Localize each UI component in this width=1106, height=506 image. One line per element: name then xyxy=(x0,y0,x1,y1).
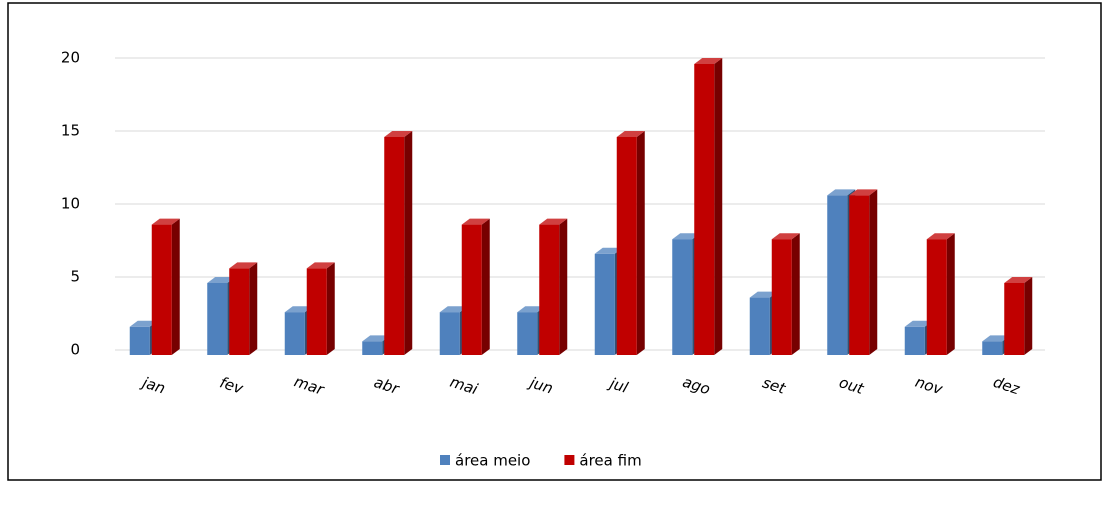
x-tick-label: abr xyxy=(372,373,402,398)
x-tick-label: fev xyxy=(218,373,247,398)
bar-top xyxy=(229,262,258,269)
bar-side xyxy=(1024,277,1033,355)
x-tick-label: nov xyxy=(913,373,946,399)
bar-side xyxy=(559,218,568,355)
y-tick-label: 0 xyxy=(70,341,80,359)
bar-front xyxy=(517,312,538,355)
bar-front xyxy=(849,195,870,355)
bar-front xyxy=(594,253,615,355)
bar xyxy=(461,218,490,355)
bar-side xyxy=(714,58,723,355)
bar-side xyxy=(326,262,335,355)
bar-top xyxy=(594,247,623,254)
bar-top xyxy=(771,233,800,240)
y-tick-label: 10 xyxy=(61,195,80,213)
bar xyxy=(771,233,800,355)
bar-front xyxy=(306,268,327,355)
bar-side xyxy=(636,131,645,355)
x-tick-label: set xyxy=(760,373,788,398)
bar-front xyxy=(129,326,150,355)
bar xyxy=(1004,277,1033,355)
bar-top xyxy=(694,58,723,64)
bar-side xyxy=(869,189,878,355)
bar-front xyxy=(827,195,848,355)
bar-top xyxy=(539,218,568,225)
bar-front xyxy=(749,297,770,355)
bar-side xyxy=(404,131,413,355)
bar-top xyxy=(284,306,313,313)
bar xyxy=(151,218,180,355)
bar-front xyxy=(926,239,947,355)
bar-top xyxy=(517,306,546,313)
bar-front xyxy=(284,312,305,355)
bar-front xyxy=(207,283,228,355)
bar-front xyxy=(362,341,383,355)
bar xyxy=(229,262,258,355)
bar xyxy=(849,189,878,355)
bar-top xyxy=(151,218,180,225)
bar-side xyxy=(249,262,258,355)
bar xyxy=(384,131,413,355)
bar-front xyxy=(1004,283,1025,355)
bar-top xyxy=(207,277,236,283)
bar-top xyxy=(362,335,391,342)
bar-top xyxy=(849,189,878,196)
bar-top xyxy=(129,320,158,327)
x-tick-label: mai xyxy=(448,373,481,399)
bar-front xyxy=(616,137,637,355)
bar-top xyxy=(384,131,413,137)
x-tick-label: ago xyxy=(680,373,712,399)
x-tick-label: dez xyxy=(991,373,1023,399)
bar-front xyxy=(461,224,482,355)
bar-top xyxy=(749,291,778,298)
bar-top xyxy=(827,189,856,196)
bar-side xyxy=(481,218,490,355)
y-tick-label: 20 xyxy=(61,49,80,67)
bar-top xyxy=(672,233,701,240)
bar xyxy=(306,262,335,355)
legend-label: área meio xyxy=(455,452,530,470)
x-tick-label: out xyxy=(837,373,867,398)
y-tick-label: 15 xyxy=(61,122,80,140)
bar-top xyxy=(461,218,490,225)
legend-swatch xyxy=(564,455,575,465)
bar xyxy=(926,233,955,355)
x-tick-label: jul xyxy=(606,374,631,398)
bar xyxy=(694,58,723,355)
bar-front xyxy=(439,312,460,355)
bar-top xyxy=(616,131,645,137)
bar-front xyxy=(384,137,405,355)
legend-swatch xyxy=(440,455,450,465)
bar-top xyxy=(926,233,955,240)
legend-label: área fim xyxy=(579,452,641,470)
bar xyxy=(616,131,645,355)
bar-front xyxy=(672,239,693,355)
x-tick-label: mar xyxy=(292,372,327,399)
bar-front xyxy=(539,224,560,355)
x-tick-label: jun xyxy=(526,373,556,398)
bar-side xyxy=(946,233,955,355)
bar-front xyxy=(229,268,250,355)
bar-top xyxy=(1004,277,1033,283)
bar-front xyxy=(982,341,1003,355)
bar-side xyxy=(791,233,800,355)
bar xyxy=(539,218,568,355)
bar-top xyxy=(904,320,933,327)
y-tick-label: 5 xyxy=(70,268,80,286)
bar-front xyxy=(904,326,925,355)
bar-top xyxy=(306,262,335,269)
bar-side xyxy=(171,218,180,355)
bar-top xyxy=(439,306,468,313)
x-tick-label: jan xyxy=(138,373,167,398)
bar-front xyxy=(151,224,172,355)
bar-top xyxy=(982,335,1011,342)
bar-front xyxy=(694,64,715,355)
bar-front xyxy=(771,239,792,355)
chart-border xyxy=(7,2,1102,481)
